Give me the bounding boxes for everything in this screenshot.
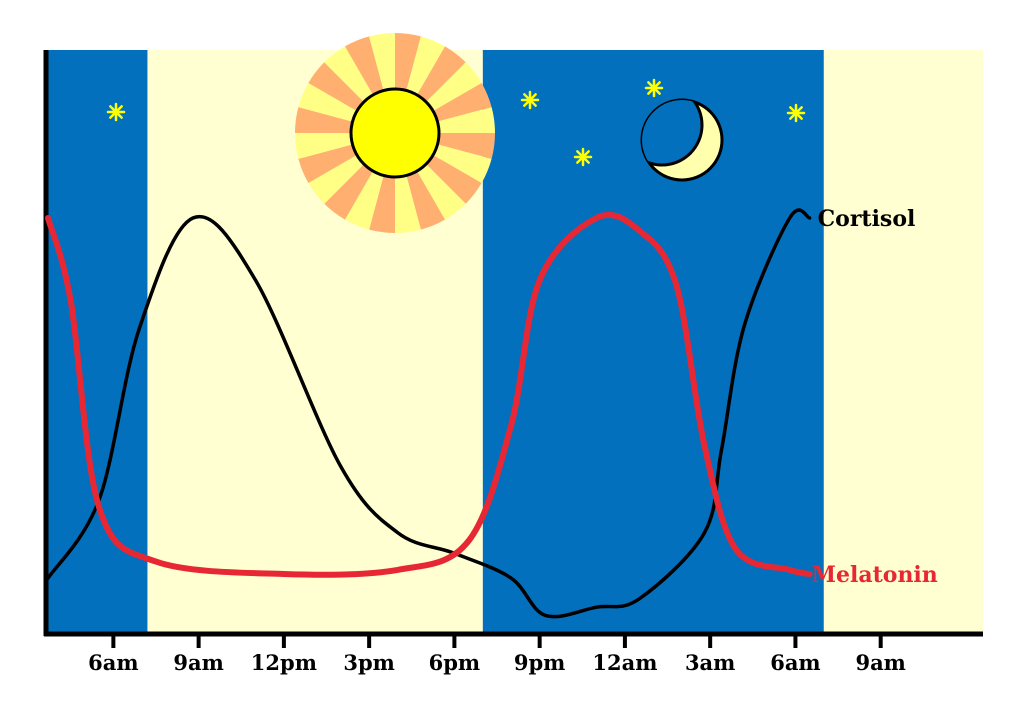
star-icon [520,90,540,110]
day-night-bands [48,50,983,632]
star-icon [786,103,806,123]
cortisol-label: Cortisol [818,206,916,232]
x-tick-label: 12am [592,650,657,675]
x-tick-label: 6am [88,650,138,675]
star-ray [523,93,537,107]
x-tick-label: 9pm [514,650,566,675]
night-band [48,50,148,632]
series-lines [45,208,813,619]
melatonin-line [45,211,813,578]
sun-disc [349,87,441,179]
x-tick-label: 9am [173,650,223,675]
melatonin-label: Melatonin [812,562,938,588]
x-tick-label: 3am [685,650,735,675]
star-ray [109,105,123,119]
day-band [823,50,983,632]
x-tick-label: 3pm [343,650,395,675]
star-ray [789,106,803,120]
moon-icon [640,98,724,182]
x-tick-label: 6pm [429,650,481,675]
star-icon [573,147,593,167]
x-axis-ticks: 6am 9am 12pm 3pm 6pm 9pm 12am 3am 6am 9am [88,634,906,675]
x-tick-label: 12pm [251,650,317,675]
stars [106,78,806,167]
sun-icon [295,33,495,233]
star-icon [106,102,126,122]
star-ray [647,81,661,95]
star-ray [576,150,590,164]
star-icon [644,78,664,98]
cortisol-line [46,208,812,619]
sky-decorations [106,33,806,233]
series-labels: Cortisol Melatonin [812,206,938,588]
x-tick-label: 9am [855,650,905,675]
x-tick-label: 6am [770,650,820,675]
